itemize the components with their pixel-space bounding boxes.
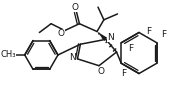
- Text: F: F: [128, 44, 134, 53]
- Text: CH₃: CH₃: [0, 51, 16, 59]
- Text: O: O: [57, 29, 64, 38]
- Text: N: N: [107, 33, 114, 42]
- Text: F: F: [122, 69, 127, 78]
- Text: F: F: [146, 27, 151, 36]
- Text: N: N: [69, 53, 76, 62]
- Text: F: F: [161, 30, 166, 39]
- Text: O: O: [71, 3, 78, 12]
- Polygon shape: [97, 32, 107, 41]
- Text: O: O: [97, 67, 104, 76]
